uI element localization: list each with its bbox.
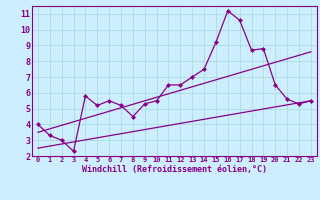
X-axis label: Windchill (Refroidissement éolien,°C): Windchill (Refroidissement éolien,°C) bbox=[82, 165, 267, 174]
